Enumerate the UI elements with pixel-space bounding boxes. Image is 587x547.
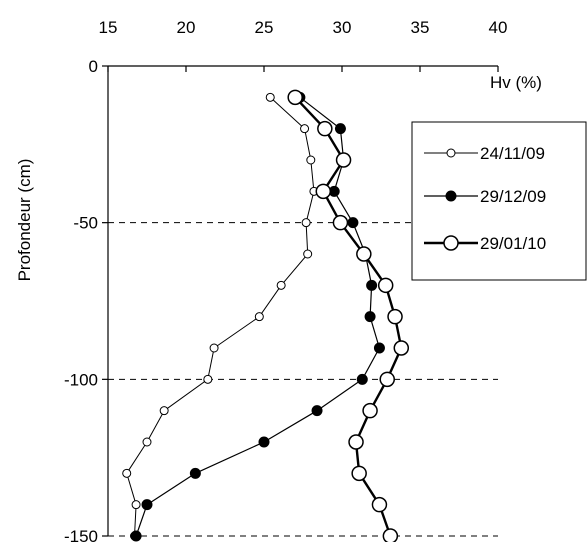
data-point (371, 496, 388, 513)
data-point (311, 405, 323, 417)
legend-label: 29/01/10 (480, 234, 546, 253)
data-point (258, 436, 270, 448)
data-point (382, 528, 399, 544)
data-point (366, 279, 378, 291)
data-point (300, 124, 310, 134)
y-tick-label: -50 (73, 214, 98, 233)
data-point (265, 92, 275, 102)
data-point (209, 343, 219, 353)
data-point (203, 374, 213, 384)
data-point (287, 89, 303, 106)
data-point (393, 340, 410, 356)
data-point (364, 311, 376, 323)
data-point (130, 530, 142, 542)
legend-label: 29/12/09 (480, 187, 546, 206)
data-point (142, 437, 152, 447)
x-tick-label: 20 (177, 18, 196, 37)
data-point (131, 500, 141, 510)
data-point (159, 406, 169, 416)
y-tick-label: 0 (89, 57, 98, 76)
series-line (126, 96, 315, 537)
y-tick-label: -150 (64, 527, 98, 542)
legend-marker (446, 148, 456, 158)
data-point (347, 217, 359, 229)
legend-marker (445, 190, 457, 202)
data-point (387, 308, 403, 325)
data-point (303, 249, 313, 259)
y-tick-label: -100 (64, 370, 98, 389)
x-axis-title: Hv (%) (490, 73, 542, 92)
data-point (362, 402, 378, 419)
data-point (276, 280, 286, 290)
legend-marker (443, 235, 459, 251)
series (122, 89, 410, 544)
x-tick-label: 15 (99, 18, 118, 37)
data-point (335, 152, 352, 168)
data-point (301, 218, 311, 228)
data-point (351, 465, 367, 482)
data-point (122, 468, 132, 478)
data-point (306, 155, 316, 165)
data-point (377, 277, 394, 294)
data-point (373, 342, 385, 354)
data-point (315, 183, 332, 200)
x-tick-label: 40 (489, 18, 508, 37)
data-point (189, 467, 201, 479)
data-point (356, 373, 368, 385)
legend-label: 24/11/09 (480, 144, 545, 163)
series-3 (287, 89, 410, 544)
data-point (356, 246, 372, 262)
x-tick-label: 25 (255, 18, 274, 37)
axes: 15 20 25 30 35 40 0 -50 -100 -150 (64, 18, 508, 546)
series-1 (122, 92, 319, 541)
data-point (141, 499, 153, 511)
y-axis-title: Profondeur (cm) (15, 159, 34, 282)
data-point (348, 434, 364, 450)
data-point (332, 214, 349, 231)
data-point (317, 120, 333, 137)
legend: 24/11/09 29/12/09 29/01/10 (411, 121, 587, 281)
data-point (379, 371, 395, 388)
legend-box (411, 121, 587, 281)
x-tick-label: 30 (333, 18, 352, 37)
data-point (334, 123, 346, 135)
x-tick-label: 35 (411, 18, 430, 37)
data-point (254, 312, 264, 322)
